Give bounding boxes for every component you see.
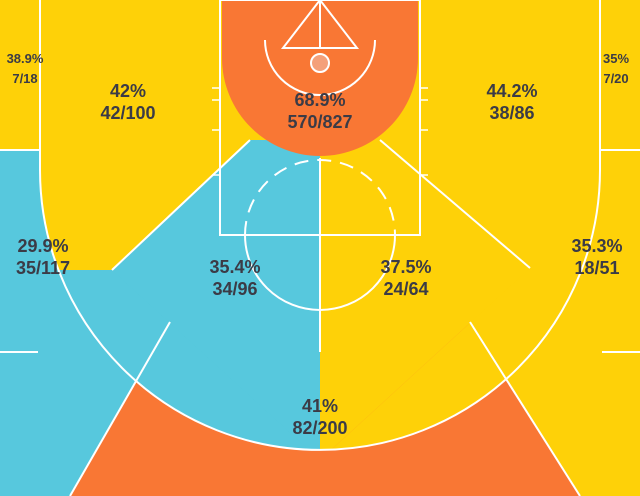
zone-midrange-right-baseline [320,0,600,450]
zone-divider-left [111,139,251,271]
zone-divider-top-right [469,321,581,496]
label-frac-midrange-right-wing: 18/51 [574,258,619,278]
label-frac-right-corner-three: 7/20 [603,71,628,86]
zone-left-corner-three [0,0,40,150]
restricted-area-arc [264,39,376,96]
label-pct-top-of-key-three: 41% [302,396,338,416]
label-pct-left-corner-three: 38.9% [7,51,44,66]
label-frac-midrange-left-baseline: 42/100 [100,103,155,123]
label-frac-restricted-area: 570/827 [287,112,352,132]
zone-right-corner-three [600,0,640,150]
zone-divider-right [379,139,531,269]
label-pct-midrange-right-wing: 35.3% [571,236,622,256]
zone-paint-right [320,140,530,450]
zone-divider-top-left [69,321,171,496]
label-frac-top-of-key-three: 82/200 [292,418,347,438]
label-pct-paint-right: 37.5% [380,257,431,277]
label-frac-midrange-right-baseline: 38/86 [489,103,534,123]
zone-labels: 68.9% 570/827 35.4% 34/96 37.5% 24/64 42… [7,51,630,438]
label-pct-midrange-right-baseline: 44.2% [486,81,537,101]
label-frac-midrange-left-wing: 35/117 [16,258,70,278]
label-pct-paint-left: 35.4% [209,257,260,277]
zone-paint-left [112,140,320,450]
label-pct-right-corner-three: 35% [603,51,629,66]
label-pct-midrange-left-baseline: 42% [110,81,146,101]
label-frac-left-corner-three: 7/18 [12,71,37,86]
label-pct-restricted-area: 68.9% [294,90,345,110]
rim [310,53,330,73]
label-frac-paint-right: 24/64 [383,279,428,299]
label-frac-paint-left: 34/96 [212,279,257,299]
zone-restricted-area [222,0,418,156]
label-pct-midrange-left-wing: 29.9% [17,236,68,256]
three-point-line [39,0,601,451]
lane-hash-marks [212,87,428,176]
